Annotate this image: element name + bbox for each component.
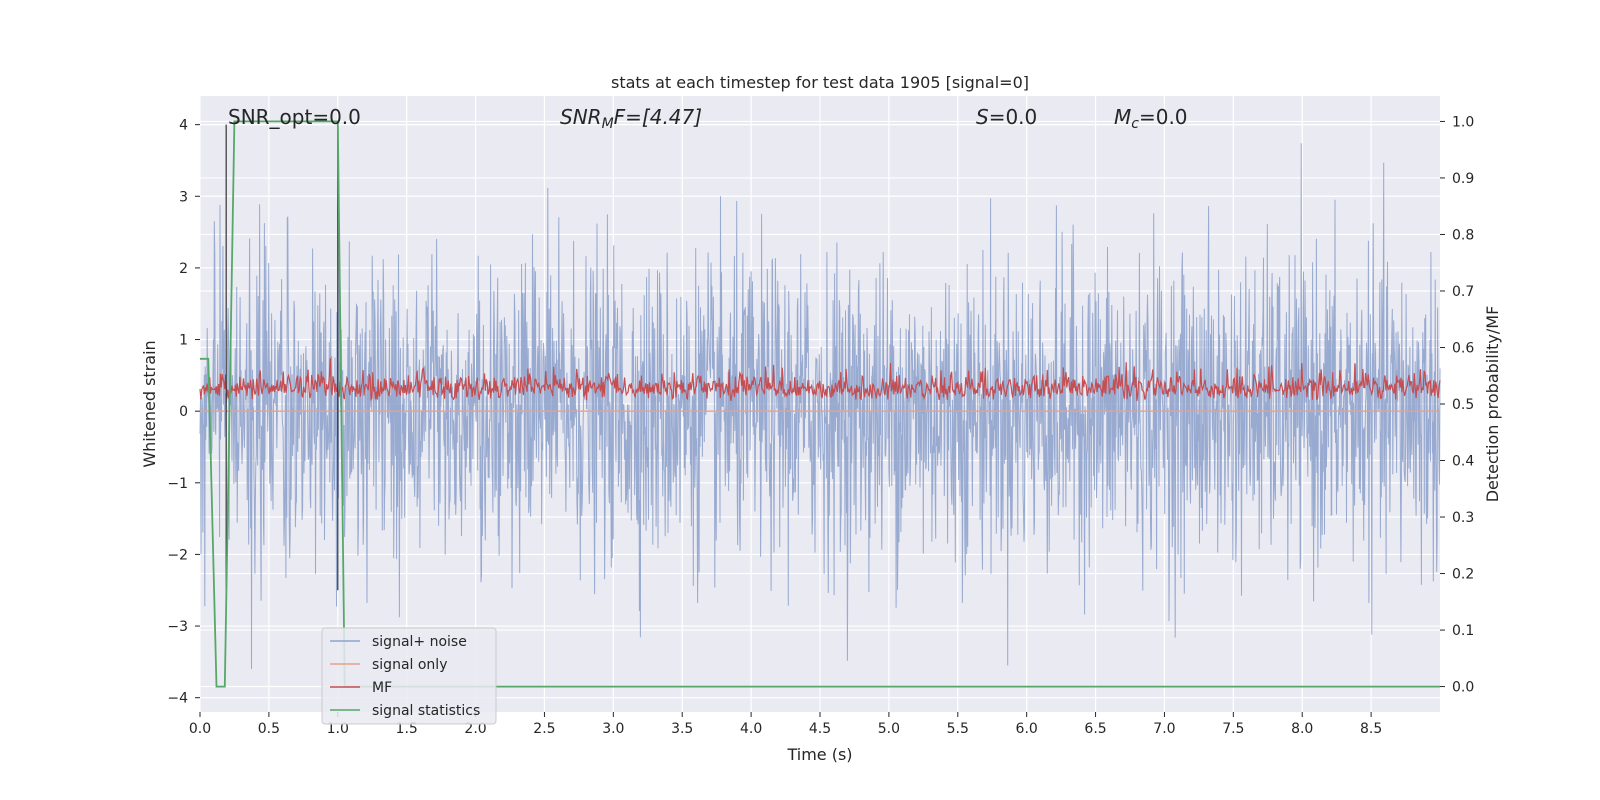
x-tick-label: 2.0 [464, 721, 486, 737]
annotation-mc: Mc=0.0 [1114, 105, 1188, 132]
chart-title: stats at each timestep for test data 190… [611, 73, 1029, 92]
y2-tick-label: 1.0 [1452, 114, 1474, 130]
x-tick-label: 5.5 [947, 721, 969, 737]
legend-label-signal-statistics: signal statistics [372, 703, 480, 719]
annotation-mc-sub: c [1131, 116, 1139, 132]
y2-axis-label: Detection probability/MF [1483, 306, 1502, 503]
x-tick-label: 4.0 [740, 721, 762, 737]
y2-tick-label: 0.1 [1452, 623, 1474, 639]
x-tick-label: 8.0 [1291, 721, 1313, 737]
legend-label-signal-noise: signal+ noise [372, 634, 467, 650]
legend-label-mf: MF [372, 680, 392, 696]
x-axis-label: Time (s) [786, 745, 852, 764]
legend-box [321, 627, 497, 725]
annotation-mc-rest: =0.0 [1139, 105, 1188, 129]
x-tick-label: 6.5 [1084, 721, 1106, 737]
y-ticks: 4 3 2 1 0 −1 −2 −3 −4 [167, 118, 200, 707]
y2-tick-label: 0.5 [1452, 397, 1474, 413]
series-signal-noise [199, 143, 1441, 670]
legend: signal+ noise signal only MF signal stat… [321, 627, 497, 725]
x-tick-label: 6.0 [1016, 721, 1038, 737]
y-axis-label: Whitened strain [140, 340, 159, 467]
x-tick-label: 7.5 [1222, 721, 1244, 737]
y2-tick-label: 0.0 [1452, 680, 1474, 696]
annotation-snr-mf-symbol: SNR [560, 105, 602, 129]
x-tick-label: 1.5 [396, 721, 418, 737]
y-tick-label: −4 [167, 691, 188, 707]
signal-noise-line [199, 143, 1441, 670]
y-tick-label: 2 [179, 261, 188, 277]
annotation-snr-mf: SNRMF=[4.47] [560, 105, 702, 132]
x-tick-label: 0.5 [258, 721, 280, 737]
annotation-mc-symbol: M [1114, 105, 1131, 129]
x-tick-label: 0.0 [189, 721, 211, 737]
legend-label-signal-only: signal only [372, 657, 447, 673]
y-tick-label: 4 [179, 118, 188, 134]
y2-tick-label: 0.7 [1452, 284, 1474, 300]
x-tick-label: 7.0 [1153, 721, 1175, 737]
y2-tick-label: 0.9 [1452, 171, 1474, 187]
x-ticks: 0.0 0.5 1.0 1.5 2.0 2.5 3.0 3.5 4.0 4.5 5.0 5.5 6.0 6… [189, 712, 1382, 737]
y2-ticks: 1.0 0.9 0.8 0.7 0.6 0.5 0.4 0.3 0.2 0.1 0.0 [1440, 114, 1474, 696]
series-mf [199, 358, 1441, 402]
vertical-markers [225, 124, 339, 591]
x-tick-label: 3.5 [671, 721, 693, 737]
x-tick-label: 5.0 [878, 721, 900, 737]
annotation-snr-mf-rest: F=[4.47] [614, 105, 702, 129]
annotation-s-rest: =0.0 [989, 105, 1038, 129]
annotation-s-symbol: S [976, 105, 989, 129]
y-tick-label: −2 [167, 547, 188, 563]
annotation-snr-opt: SNR_opt=0.0 [228, 105, 361, 129]
x-tick-label: 1.0 [327, 721, 349, 737]
annotation-snr-mf-sub: M [602, 116, 614, 132]
y-tick-label: −1 [167, 476, 188, 492]
y-tick-label: 0 [179, 404, 188, 420]
y2-tick-label: 0.3 [1452, 510, 1474, 526]
x-tick-label: 4.5 [809, 721, 831, 737]
y2-tick-label: 0.4 [1452, 454, 1474, 470]
x-tick-label: 2.5 [533, 721, 555, 737]
y2-tick-label: 0.6 [1452, 340, 1474, 356]
x-tick-label: 8.5 [1360, 721, 1382, 737]
y-tick-label: 1 [179, 333, 188, 349]
y-tick-label: −3 [167, 619, 188, 635]
y2-tick-label: 0.2 [1452, 567, 1474, 583]
x-tick-label: 3.0 [602, 721, 624, 737]
mf-line [199, 358, 1441, 402]
annotation-s: S=0.0 [976, 105, 1037, 129]
y-tick-label: 3 [179, 189, 188, 205]
y2-tick-label: 0.8 [1452, 227, 1474, 243]
